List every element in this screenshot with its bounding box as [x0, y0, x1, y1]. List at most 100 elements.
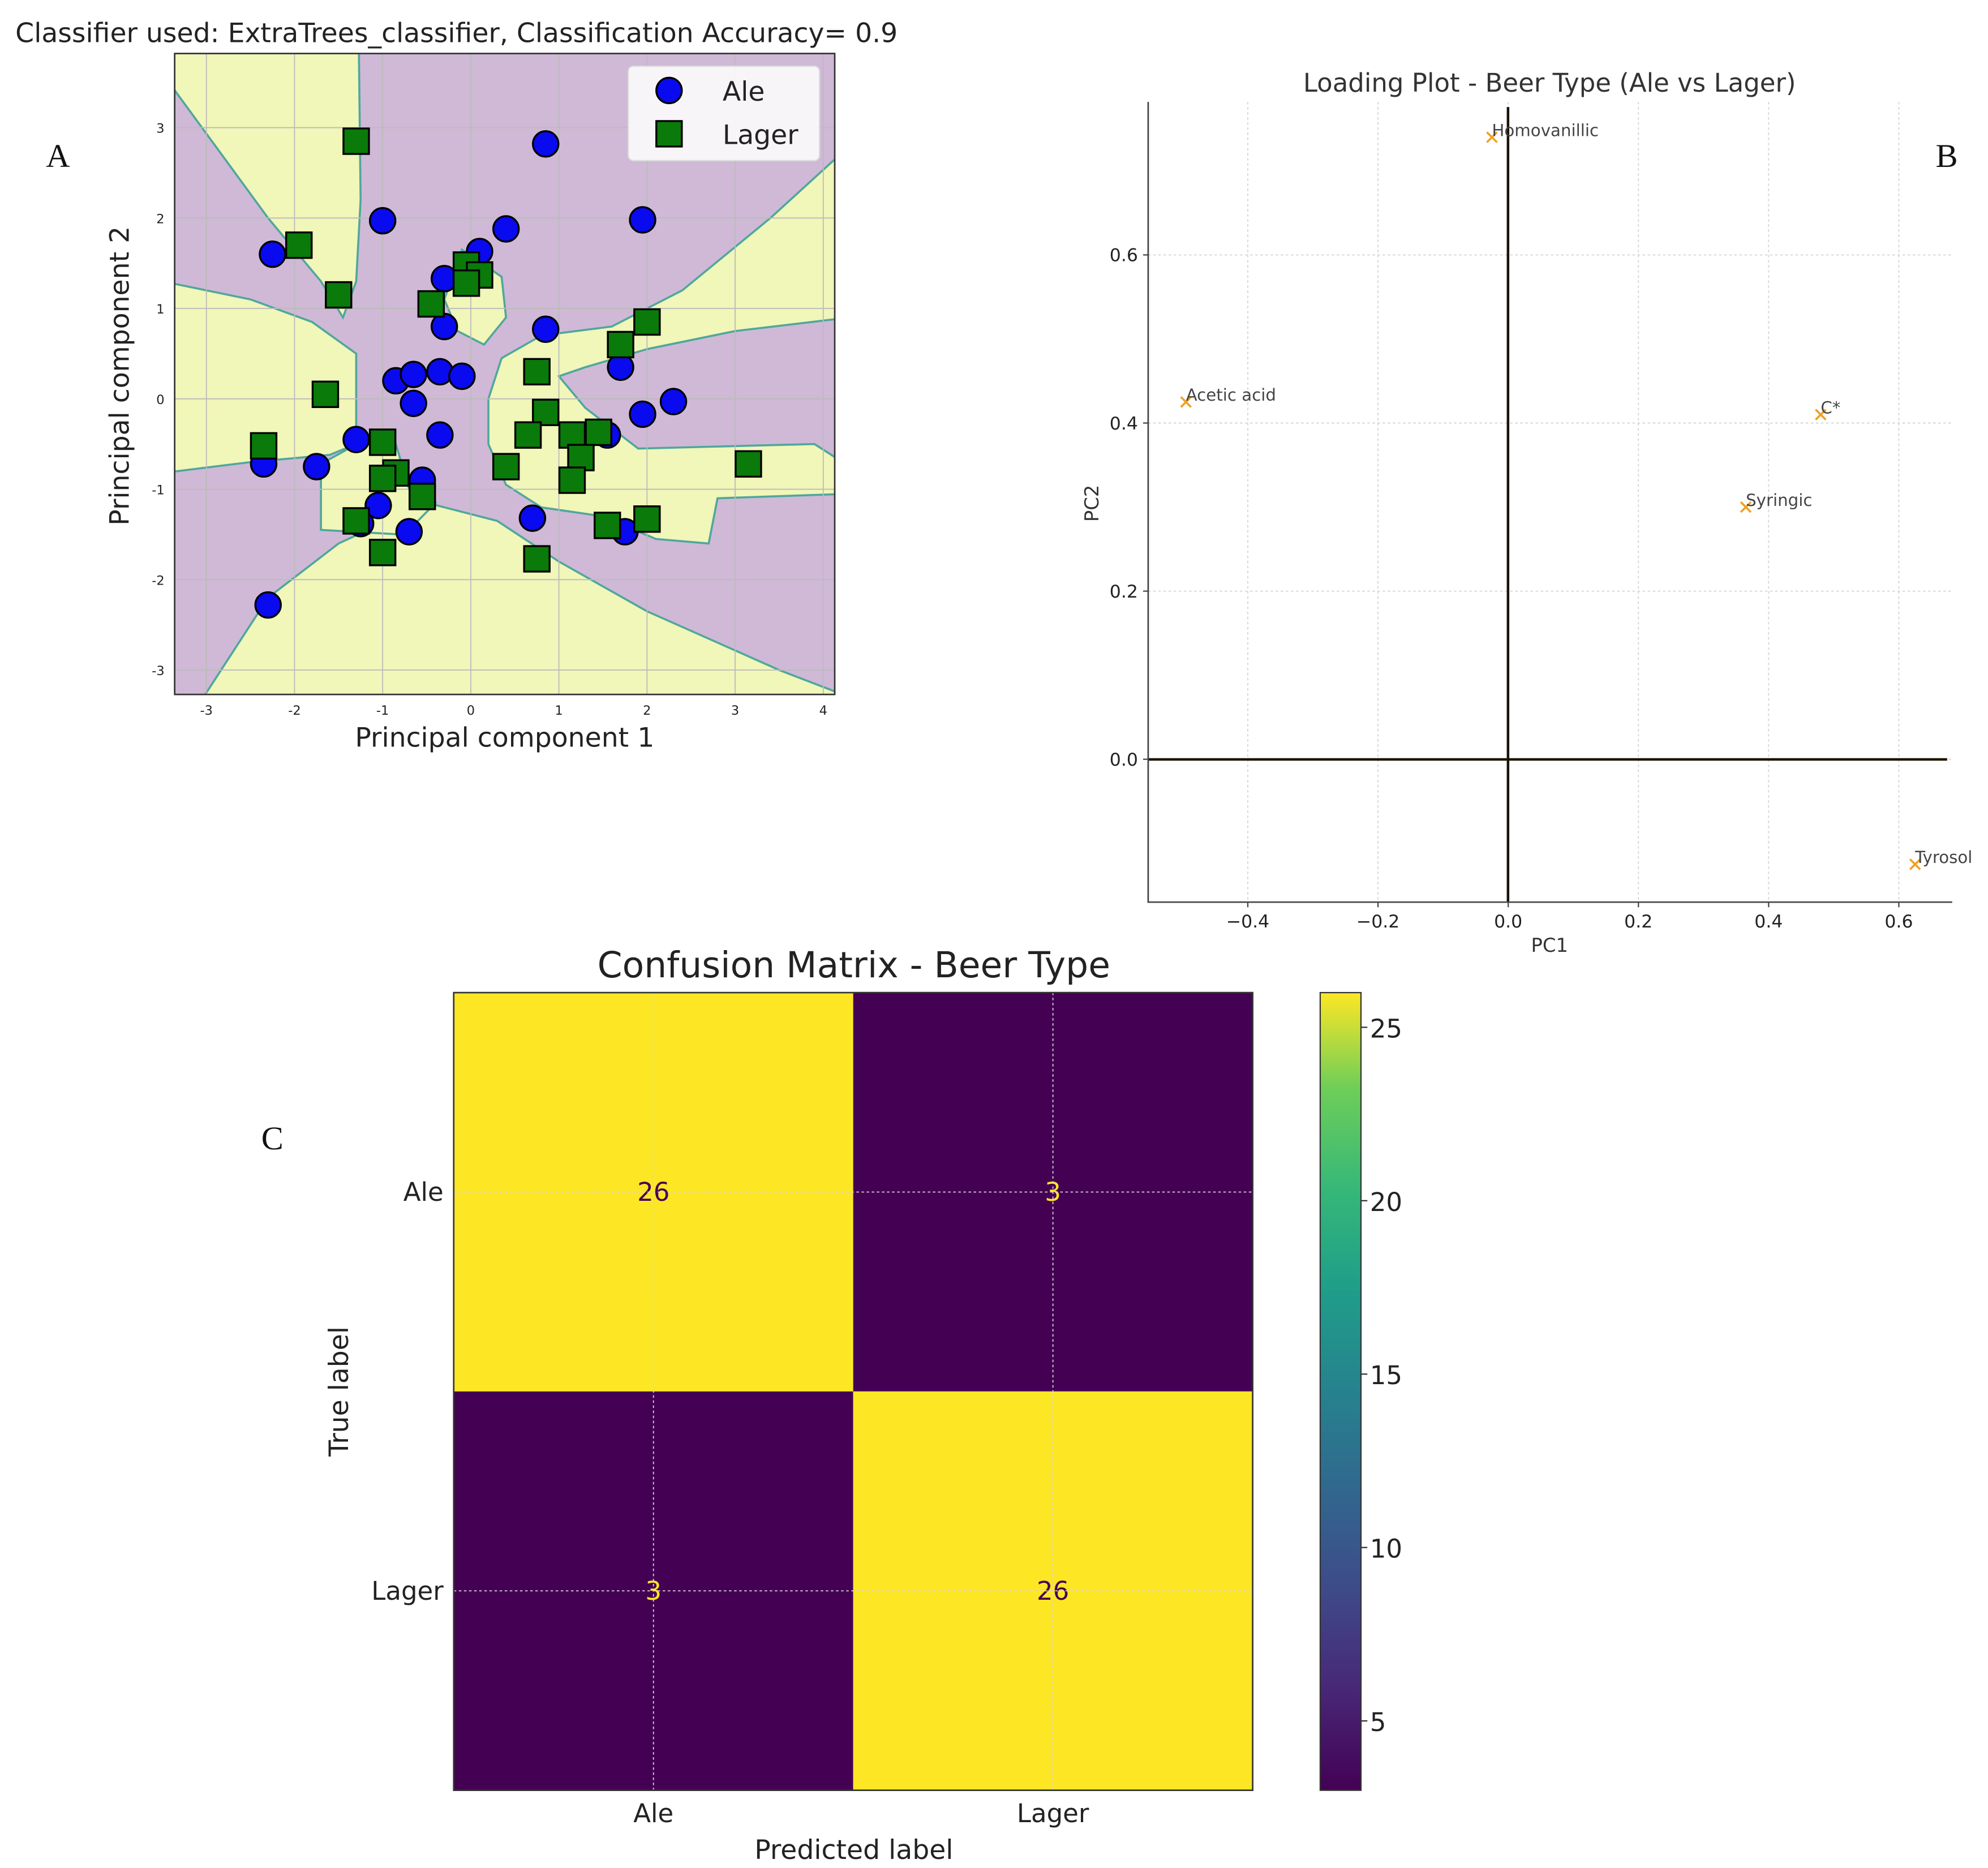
ale-point: [368, 207, 397, 235]
ale-point: [364, 492, 392, 519]
points-a: [250, 127, 762, 619]
x-tick-label: −0.4: [1226, 912, 1270, 932]
ale-point: [342, 426, 370, 453]
ticks-a: -3 -2 -1 0 1 2 3 4 -3 -2 -1 0 1 2 3: [152, 122, 827, 719]
panel-b-title: Loading Plot - Beer Type (Ale vs Lager): [1303, 68, 1796, 98]
y-tick-label: -1: [152, 483, 164, 498]
panel-a-title: Classifier used: ExtraTrees_classifier, …: [15, 18, 898, 49]
region-lager: [174, 53, 362, 320]
y-tick-label: -3: [152, 664, 164, 679]
lager-point: [409, 483, 436, 510]
colorbar-tick-label: 20: [1370, 1187, 1402, 1217]
ale-point: [254, 591, 282, 619]
y-tick-label: -2: [152, 573, 164, 588]
y-tick-label: 2: [156, 212, 164, 226]
legend-ale-marker: [655, 76, 683, 105]
panel-c-title: Confusion Matrix - Beer Type: [598, 944, 1110, 986]
y-tick-label: 0.6: [1110, 246, 1138, 266]
panel-label-a: A: [46, 138, 70, 174]
lager-point: [368, 428, 397, 456]
y-axis-label-b: PC2: [1081, 485, 1103, 522]
lager-point: [523, 545, 551, 573]
ale-point: [659, 388, 688, 415]
lager-point: [735, 450, 762, 478]
lager-point: [585, 418, 612, 446]
ale-point: [518, 504, 547, 532]
x-tick-label: 4: [819, 703, 827, 718]
colorbar: [1319, 991, 1362, 1791]
colorbar-ticks: 5 10 15 20 25: [1360, 1014, 1402, 1737]
loading-label: Acetic acid: [1186, 385, 1276, 405]
lager-point: [417, 290, 445, 318]
legend-lager-marker: [655, 120, 683, 148]
ale-point: [532, 130, 560, 158]
lager-point: [532, 398, 560, 426]
lager-point: [633, 308, 661, 336]
grid-b: [1148, 102, 1952, 903]
lager-point: [567, 444, 595, 471]
x-marker: [1740, 501, 1752, 513]
lager-point: [514, 421, 542, 449]
ale-point: [426, 421, 454, 449]
legend-ale-label: Ale: [723, 76, 765, 108]
lager-point: [342, 507, 370, 535]
y-tick-label: 0: [156, 393, 164, 407]
lager-point: [558, 466, 586, 494]
ale-point: [426, 358, 454, 386]
ale-point: [400, 360, 427, 388]
x-marker: [1180, 396, 1192, 408]
ale-point: [259, 241, 286, 268]
x-tick-label: 0.6: [1884, 912, 1913, 932]
panel-b: Loading Plot - Beer Type (Ale vs Lager) …: [1081, 68, 1972, 956]
ale-point: [395, 518, 423, 546]
x-tick-label: 1: [555, 703, 563, 718]
x-tick-label: 3: [731, 703, 739, 718]
x-tick-label: 0.2: [1624, 912, 1652, 932]
x-tick-label: Lager: [1017, 1798, 1089, 1828]
panel-label-c: C: [261, 1120, 284, 1157]
lager-point: [285, 231, 313, 259]
ticks-b: −0.4 −0.2 0.0 0.2 0.4 0.6 0.0 0.2 0.4 0.6: [1110, 246, 1913, 933]
loading-label: Syringic: [1746, 491, 1812, 510]
panel-label-b: B: [1936, 138, 1958, 174]
x-axis-label-c: Predicted label: [754, 1835, 953, 1866]
legend-a: Ale Lager: [628, 65, 821, 161]
lager-point: [633, 505, 661, 533]
matrix-cells: 263326: [453, 993, 1253, 1790]
x-marker: [1486, 131, 1498, 143]
loading-point: Homovanillic: [1486, 121, 1599, 143]
lager-point: [311, 380, 340, 409]
colorbar-tick-label: 25: [1370, 1014, 1402, 1043]
panel-a: Classifier used: ExtraTrees_classifier, …: [15, 18, 898, 753]
ale-point: [303, 453, 330, 480]
points-b: Homovanillic Acetic acid C* Syringic Tyrosol: [1180, 121, 1972, 870]
lager-point: [250, 432, 278, 460]
ticks-c: Ale Lager Ale Lager: [371, 1177, 1089, 1828]
y-tick-label: Ale: [403, 1177, 444, 1207]
x-tick-label: Ale: [633, 1798, 673, 1828]
ale-point: [532, 315, 560, 343]
ale-point: [492, 215, 520, 243]
ale-point: [629, 400, 656, 428]
loading-point: Syringic: [1740, 491, 1812, 513]
y-tick-label: 1: [156, 302, 164, 317]
x-tick-label: -3: [200, 703, 212, 718]
y-tick-label: 0.0: [1110, 750, 1138, 770]
ale-point: [400, 389, 427, 417]
y-tick-label: 3: [156, 122, 164, 136]
colorbar-tick-label: 5: [1370, 1707, 1386, 1737]
colorbar-tick-label: 10: [1370, 1534, 1402, 1564]
lager-point: [594, 512, 621, 539]
lager-point: [492, 453, 520, 480]
loading-point: Tyrosol: [1909, 848, 1972, 870]
y-tick-label: 0.4: [1110, 414, 1138, 434]
lager-point: [368, 465, 397, 492]
x-tick-label: 0: [467, 703, 475, 718]
y-tick-label: 0.2: [1110, 582, 1138, 602]
x-axis-label-a: Principal component 1: [355, 722, 654, 753]
y-axis-label-a: Principal component 2: [105, 226, 136, 526]
lager-point: [342, 127, 370, 155]
ale-point: [629, 206, 656, 234]
lager-point: [368, 539, 397, 566]
